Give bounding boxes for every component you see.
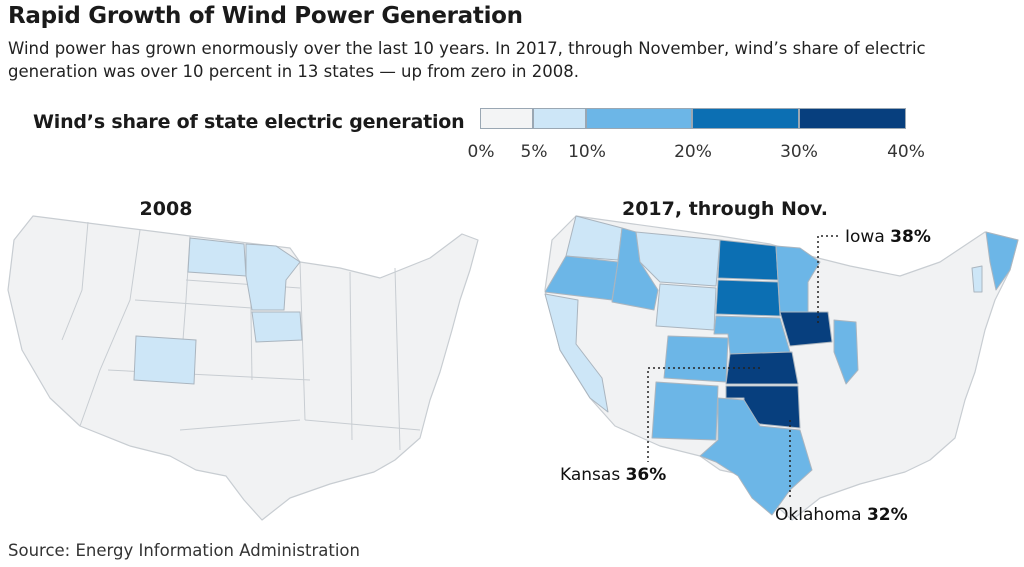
legend-color-scale — [480, 108, 906, 129]
chart-subtitle: Wind power has grown enormously over the… — [8, 39, 926, 81]
oklahoma-callout: Oklahoma 32% — [775, 505, 908, 525]
illinois — [833, 319, 859, 385]
map-title-2017: 2017, through Nov. — [621, 198, 829, 220]
legend-tick: 30% — [780, 142, 818, 162]
texas — [699, 397, 813, 516]
legend-tick: 0% — [467, 142, 495, 162]
montana — [635, 231, 721, 287]
legend-tick: 5% — [520, 142, 548, 162]
vermont — [971, 265, 983, 293]
kansas-leader — [647, 367, 760, 462]
wyoming — [655, 283, 717, 331]
legend-class-2 — [586, 108, 692, 129]
maine — [985, 231, 1019, 291]
iowa-callout: Iowa 38% — [845, 227, 931, 247]
california — [544, 293, 609, 413]
map-title-2008: 2008 — [139, 198, 193, 220]
minnesota — [245, 243, 301, 311]
legend-tick: 40% — [887, 142, 925, 162]
source-note: Source: Energy Information Administratio… — [8, 541, 360, 560]
chart-title: Rapid Growth of Wind Power Generation — [8, 3, 523, 29]
south-dakota — [715, 279, 781, 317]
callout-leaders — [647, 235, 838, 500]
legend-title: Wind’s share of state electric generatio… — [33, 111, 465, 133]
iowa — [251, 311, 303, 343]
colorado — [133, 335, 197, 385]
minnesota — [775, 245, 821, 313]
kansas-callout: Kansas 36% — [560, 465, 667, 485]
highlight-2008 — [133, 237, 303, 385]
legend-class-0 — [480, 108, 533, 129]
north-dakota — [717, 239, 779, 281]
legend-tick: 10% — [568, 142, 606, 162]
legend-class-1 — [533, 108, 586, 129]
legend-class-3 — [692, 108, 799, 129]
legend-class-4 — [799, 108, 906, 129]
kansas — [725, 351, 799, 385]
iowa — [779, 311, 833, 347]
legend-tick: 20% — [674, 142, 712, 162]
new-mexico — [651, 381, 719, 441]
colorado — [663, 335, 729, 383]
iowa-leader — [817, 235, 838, 324]
